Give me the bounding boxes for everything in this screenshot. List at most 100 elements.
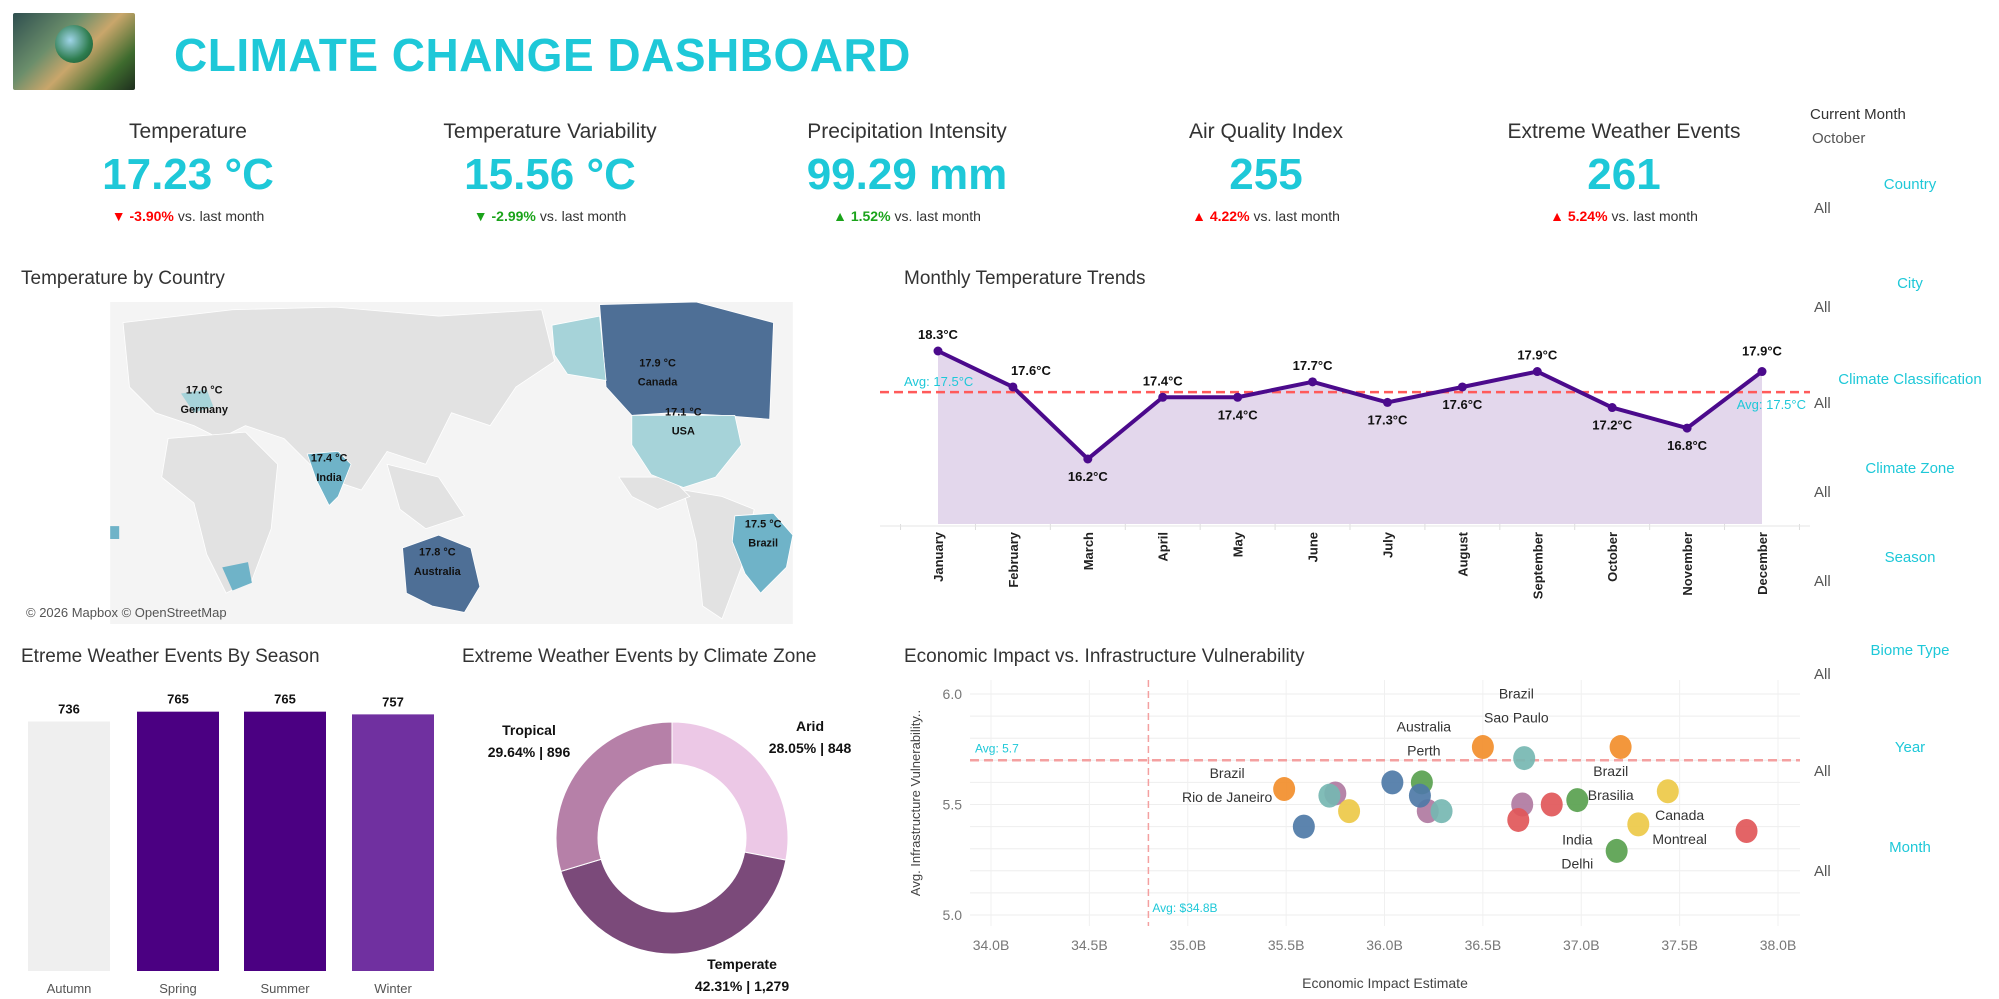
data-point[interactable] — [1757, 367, 1767, 377]
data-label: 16.8°C — [1667, 438, 1708, 453]
month-tick-label: October — [1605, 532, 1620, 582]
donut-slice-temperate[interactable] — [560, 851, 787, 955]
kpi-change-suffix: vs. last month — [177, 208, 265, 224]
arrow-down-icon: ▼ — [111, 208, 130, 224]
map-region-australia[interactable] — [402, 534, 481, 613]
scatter-point[interactable] — [1430, 799, 1453, 824]
point-annotation-country: India — [1562, 831, 1593, 847]
temperature-map[interactable]: 17.0 °C Germany 17.9 °C Canada 17.1 °C USA 17.… — [110, 302, 793, 624]
point-annotation-city: Brasilia — [1588, 787, 1634, 803]
scatter-point[interactable] — [1292, 814, 1315, 839]
point-annotation-city: Perth — [1407, 743, 1440, 759]
filter-dropdown-climate-zone[interactable]: All — [1814, 484, 1831, 501]
map-labels: 17.0 °C Germany 17.9 °C Canada 17.1 °C USA 17.… — [180, 357, 781, 578]
bar-value-label: 736 — [58, 701, 80, 716]
filter-dropdown-month[interactable]: All — [1814, 863, 1831, 880]
data-point[interactable] — [1607, 403, 1617, 413]
filter-dropdown-season[interactable]: All — [1814, 573, 1831, 590]
point-annotation-country: Brazil — [1593, 763, 1628, 779]
map-region-india[interactable] — [306, 451, 352, 507]
map-label-temp: 17.4 °C — [311, 453, 348, 465]
data-point[interactable] — [1308, 377, 1318, 387]
filter-label-climate-zone: Climate Zone — [1865, 460, 1955, 477]
map-region-brazil[interactable] — [731, 512, 793, 594]
scatter-point[interactable] — [1507, 807, 1530, 832]
month-tick-label: December — [1755, 532, 1770, 595]
kpi-change-suffix: vs. last month — [1611, 208, 1698, 224]
data-point[interactable] — [1158, 392, 1168, 402]
current-month-label: Current Month — [1810, 106, 1906, 123]
map-title: Temperature by Country — [21, 268, 225, 289]
map-label-country: India — [316, 472, 342, 484]
kpi-value: 255 — [1229, 150, 1303, 199]
filter-label-climate-classification: Climate Classification — [1838, 371, 1982, 388]
kpi-change: ▲ 4.22% vs. last month — [1101, 208, 1431, 224]
point-annotation-country: Brazil — [1499, 685, 1534, 701]
data-point[interactable] — [1382, 397, 1392, 407]
data-point[interactable] — [1457, 382, 1467, 392]
kpi-label: Temperature Variability — [443, 120, 657, 143]
dashboard-logo — [13, 13, 135, 90]
scatter-point[interactable] — [1273, 777, 1296, 802]
scatter-point[interactable] — [1609, 735, 1632, 760]
scatter-point[interactable] — [1735, 819, 1758, 844]
bar-summer[interactable] — [244, 711, 326, 971]
bar-category-label: Spring — [159, 981, 197, 996]
x-tick-label: 35.5B — [1268, 937, 1305, 953]
data-point[interactable] — [1682, 423, 1692, 433]
filter-dropdown-country[interactable]: All — [1814, 200, 1831, 217]
map-region-germany[interactable] — [181, 389, 214, 413]
scatter-point[interactable] — [1318, 783, 1341, 808]
kpi-change-percent: -2.99% — [491, 208, 536, 224]
map-region-south-africa[interactable] — [222, 562, 252, 591]
point-annotation-city: Sao Paulo — [1484, 709, 1549, 725]
map-region-alaska[interactable] — [551, 315, 607, 382]
point-annotation-city: Delhi — [1561, 855, 1593, 871]
data-point[interactable] — [1532, 367, 1542, 377]
scatter-point[interactable] — [1627, 812, 1650, 837]
scatter-point[interactable] — [1513, 746, 1536, 771]
map-region-usa[interactable] — [631, 414, 742, 488]
y-axis-title: Avg. Infrastructure Vulnerability.. — [908, 710, 923, 896]
scatter-point[interactable] — [1381, 770, 1404, 795]
map-region-canada[interactable] — [599, 302, 774, 420]
scatter-point[interactable] — [1540, 792, 1563, 817]
filter-dropdown-climate-classification[interactable]: All — [1814, 395, 1831, 412]
bar-value-label: 765 — [167, 692, 189, 707]
filter-label-season: Season — [1884, 549, 1936, 566]
filter-dropdown-city[interactable]: All — [1814, 299, 1831, 316]
data-label: 17.6°C — [1011, 363, 1052, 378]
climate-zone-donut: Arid 28.05% | 848 Temperate 42.31% | 1,279 T… — [488, 718, 852, 994]
map-label-country: Brazil — [748, 538, 778, 550]
slice-label: Tropical — [502, 722, 556, 738]
bar-autumn[interactable] — [28, 721, 110, 971]
donut-slice-tropical[interactable] — [555, 721, 673, 872]
filter-dropdown-biome-type[interactable]: All — [1814, 666, 1831, 683]
filter-label-month: Month — [1889, 839, 1931, 856]
kpi-value: 15.56 °C — [464, 150, 636, 199]
data-point[interactable] — [1008, 382, 1018, 392]
line-chart-title: Monthly Temperature Trends — [904, 268, 1146, 289]
scatter-point[interactable] — [1338, 799, 1361, 824]
kpi-label: Precipitation Intensity — [807, 120, 1007, 143]
data-point[interactable] — [933, 346, 943, 356]
data-point[interactable] — [1233, 392, 1243, 402]
scatter-point[interactable] — [1656, 779, 1679, 804]
map-region-small[interactable] — [110, 526, 120, 539]
bar-spring[interactable] — [137, 711, 219, 971]
data-point[interactable] — [1083, 454, 1093, 464]
scatter-point[interactable] — [1471, 735, 1494, 760]
economic-vulnerability-scatter: 34.0B 34.5B 35.0B 35.5B 36.0B 36.5B 37.0B 37.5B… — [908, 680, 1800, 991]
bar-winter[interactable] — [352, 714, 434, 971]
bar-value-label: 765 — [274, 692, 296, 707]
data-label: 17.9°C — [1742, 344, 1783, 359]
scatter-point[interactable] — [1605, 838, 1628, 863]
kpi-label: Air Quality Index — [1188, 120, 1344, 143]
kpi-change-percent: -3.90% — [129, 208, 174, 224]
map-label-temp: 17.9 °C — [639, 357, 676, 369]
kpi-card: Air Quality Index 255 ▲ 4.22% vs. last mont… — [1101, 120, 1431, 224]
scatter-point[interactable] — [1566, 788, 1589, 813]
filter-dropdown-year[interactable]: All — [1814, 763, 1831, 780]
map-label-country: USA — [672, 426, 695, 438]
scatter-point[interactable] — [1408, 783, 1431, 808]
